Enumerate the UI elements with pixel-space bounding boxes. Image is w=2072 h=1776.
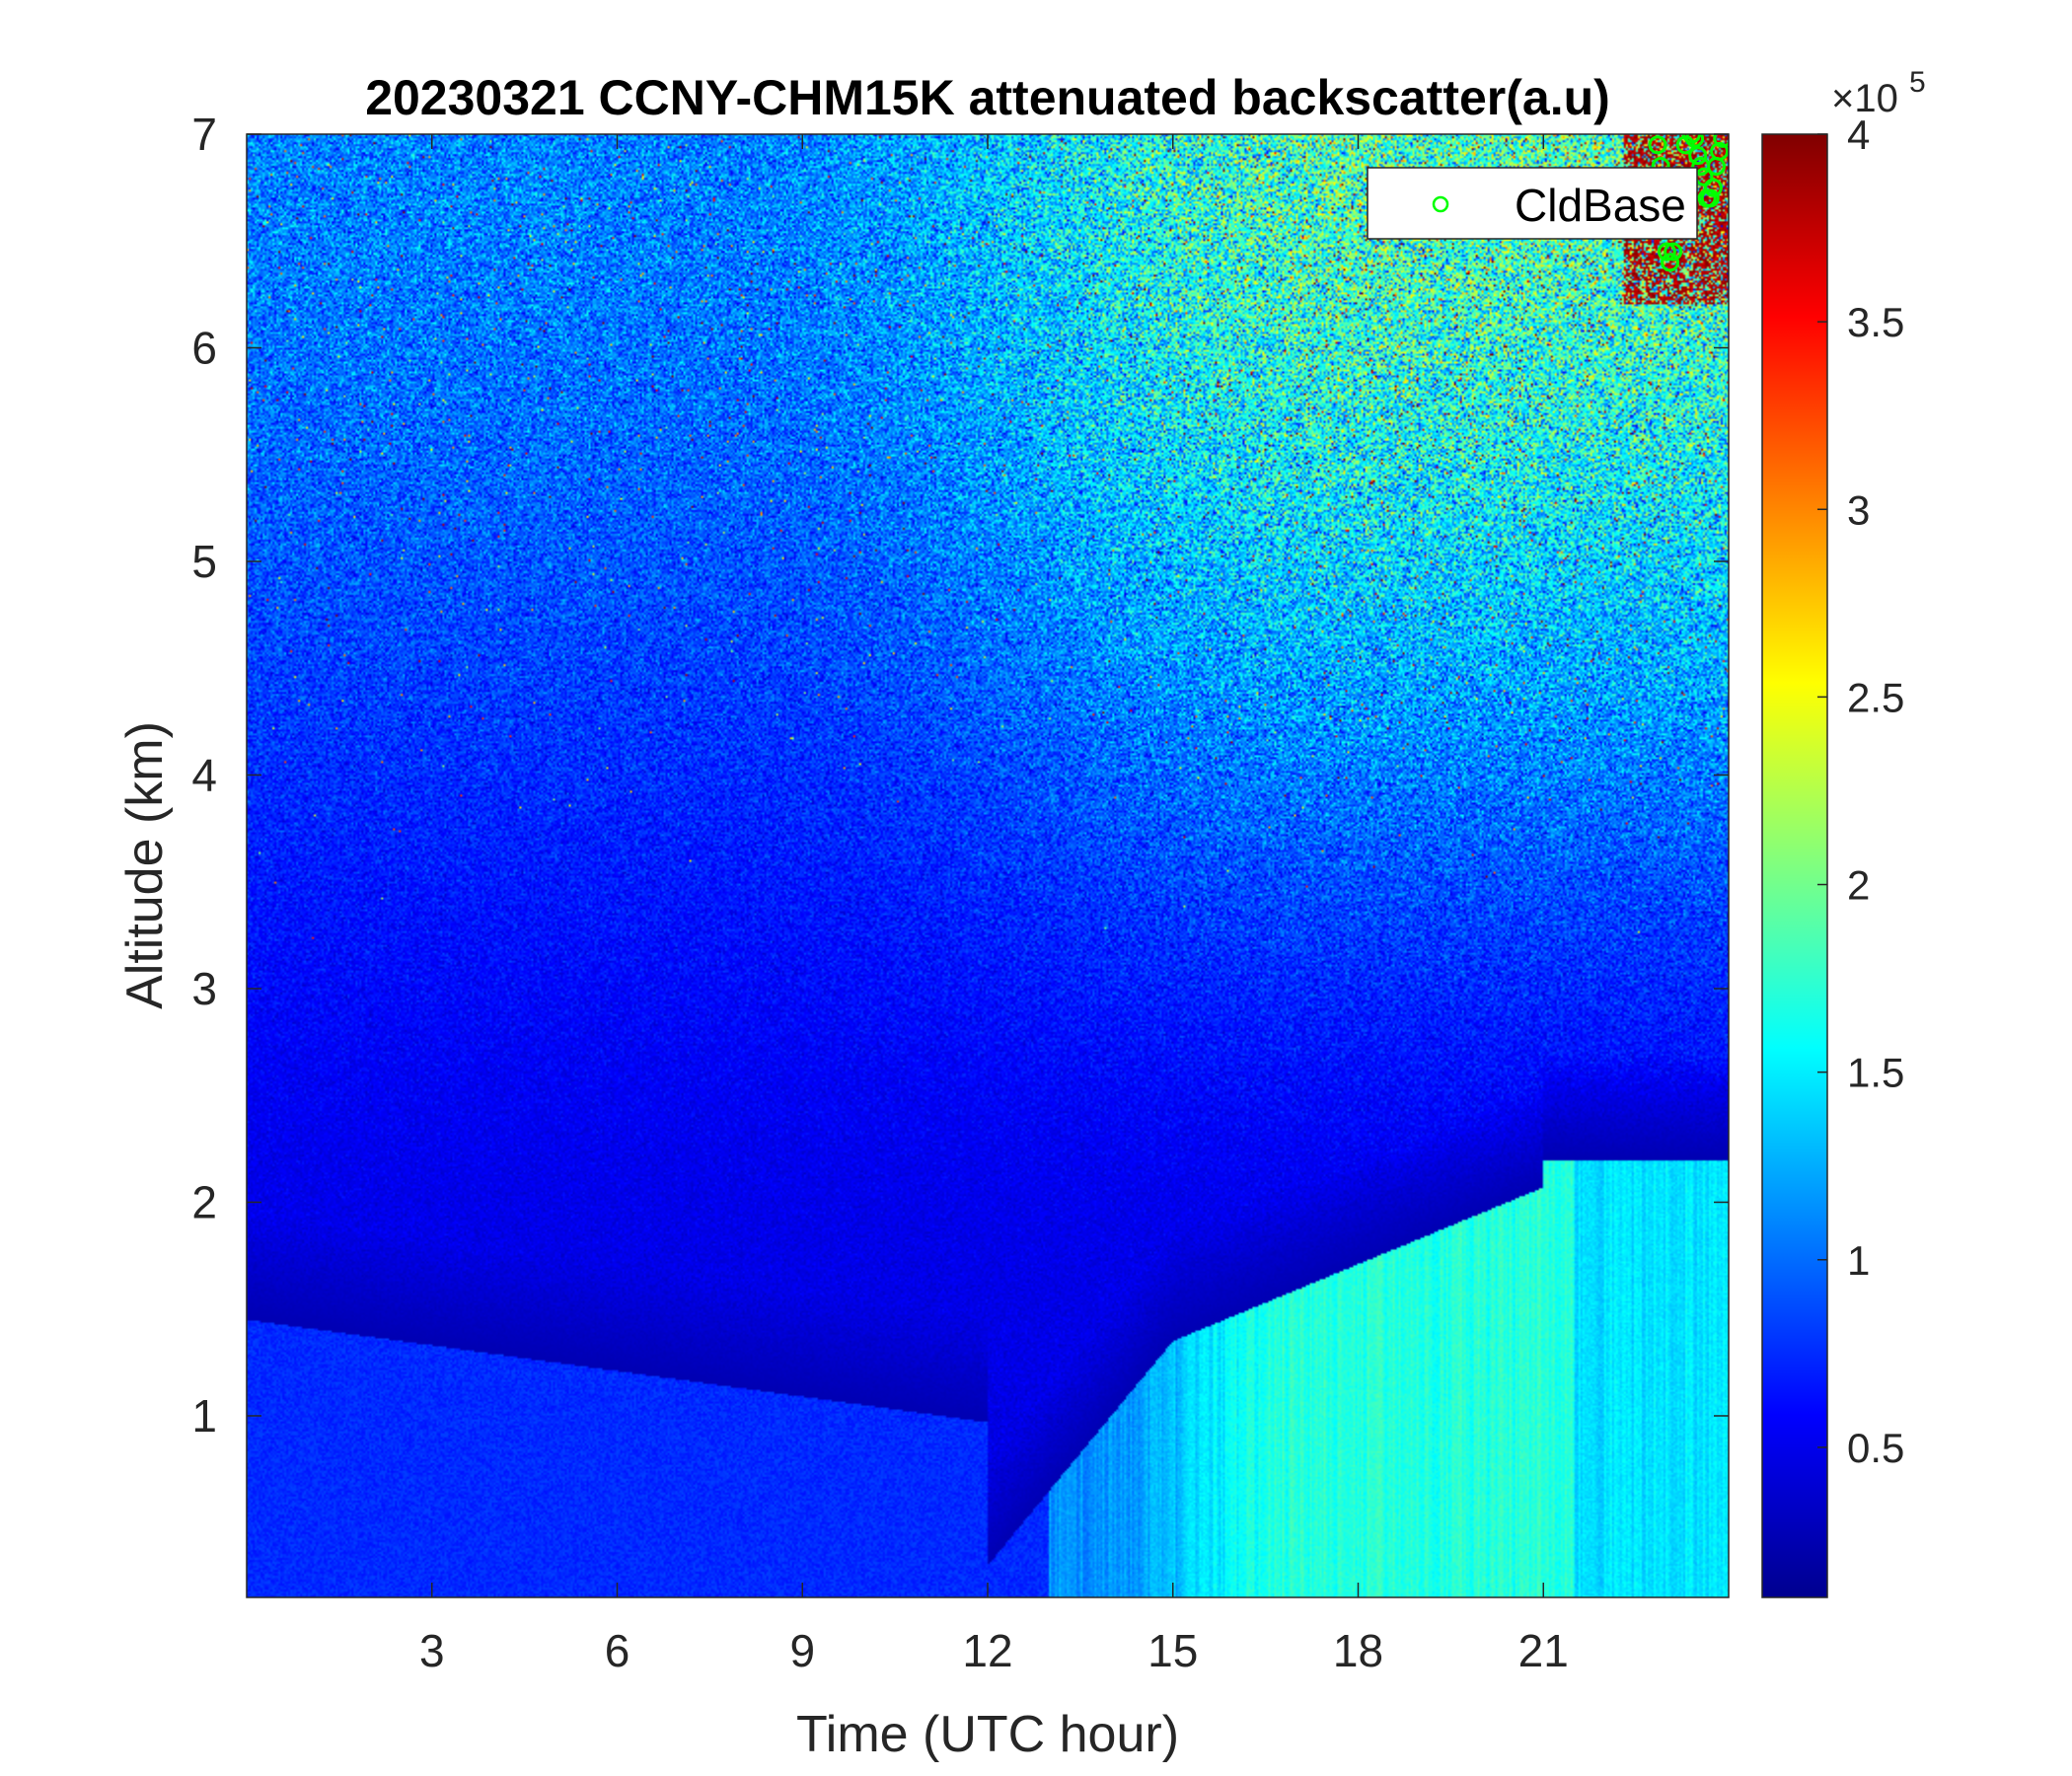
cloud-base-point <box>1710 141 1729 161</box>
cloud-base-point <box>1685 134 1705 148</box>
y-tick-label: 6 <box>191 322 217 373</box>
x-axis: 3 6 9 12 15 18 21 <box>419 134 1569 1676</box>
cloud-base-point <box>1664 242 1683 261</box>
y-tick-label: 7 <box>191 109 217 160</box>
x-tick-label: 18 <box>1333 1625 1383 1676</box>
y-axis: 1 2 3 4 5 6 7 <box>191 109 1729 1442</box>
y-tick-label: 1 <box>191 1390 217 1442</box>
y-axis-label: Altitude (km) <box>116 721 174 1009</box>
colorbar-multiplier-exponent: 5 <box>1909 66 1926 99</box>
legend-marker-cldbase <box>1432 195 1449 213</box>
colorbar: 0.5 1 1.5 2 2.5 3 3.5 4 ×10 5 <box>1761 66 1926 1598</box>
y-tick-label: 5 <box>191 536 217 587</box>
legend-label-cldbase: CldBase <box>1515 180 1686 231</box>
cloud-base-point <box>1713 134 1729 148</box>
y-tick-label: 2 <box>191 1176 217 1227</box>
x-tick-label: 9 <box>789 1625 815 1676</box>
x-tick-label: 3 <box>419 1625 445 1676</box>
colorbar-tick-label: 2 <box>1847 862 1870 909</box>
legend: CldBase <box>1367 167 1698 240</box>
colorbar-tick-label: 2.5 <box>1847 674 1904 720</box>
x-tick-label: 15 <box>1147 1625 1198 1676</box>
x-tick-label: 21 <box>1518 1625 1569 1676</box>
colorbar-tick-label: 1 <box>1847 1237 1870 1284</box>
colorbar-multiplier-base: ×10 <box>1831 77 1898 120</box>
chart-title: 20230321 CCNY-CHM15K attenuated backscat… <box>365 70 1610 125</box>
cloud-base-point <box>1648 135 1667 155</box>
cloud-base-point <box>1657 242 1676 261</box>
colorbar-tick-label: 4 <box>1847 111 1870 158</box>
backscatter-heatmap <box>247 134 1729 1597</box>
legend-box <box>1367 167 1698 240</box>
colorbar-ticks: 0.5 1 1.5 2 2.5 3 3.5 4 <box>1817 111 1904 1471</box>
cloud-base-point <box>1703 178 1723 197</box>
x-tick-label: 12 <box>962 1625 1012 1676</box>
x-tick-label: 6 <box>605 1625 630 1676</box>
cloud-base-points <box>1648 134 1729 272</box>
colorbar-gradient <box>1761 133 1828 1598</box>
colorbar-tick-label: 0.5 <box>1847 1425 1904 1471</box>
colorbar-tick-label: 3.5 <box>1847 299 1904 345</box>
cloud-base-point <box>1681 134 1701 144</box>
cloud-base-point <box>1688 146 1708 166</box>
colorbar-tick-label: 3 <box>1847 486 1870 533</box>
y-tick-label: 4 <box>191 749 217 800</box>
cloud-base-point <box>1700 188 1720 208</box>
y-tick-label: 3 <box>191 963 217 1014</box>
cloud-base-point <box>1661 253 1680 272</box>
heatmap-area <box>247 134 1729 1597</box>
colorbar-tick-label: 1.5 <box>1847 1050 1904 1096</box>
colorbar-multiplier: ×10 5 <box>1831 66 1926 120</box>
x-axis-label: Time (UTC hour) <box>796 1706 1179 1763</box>
